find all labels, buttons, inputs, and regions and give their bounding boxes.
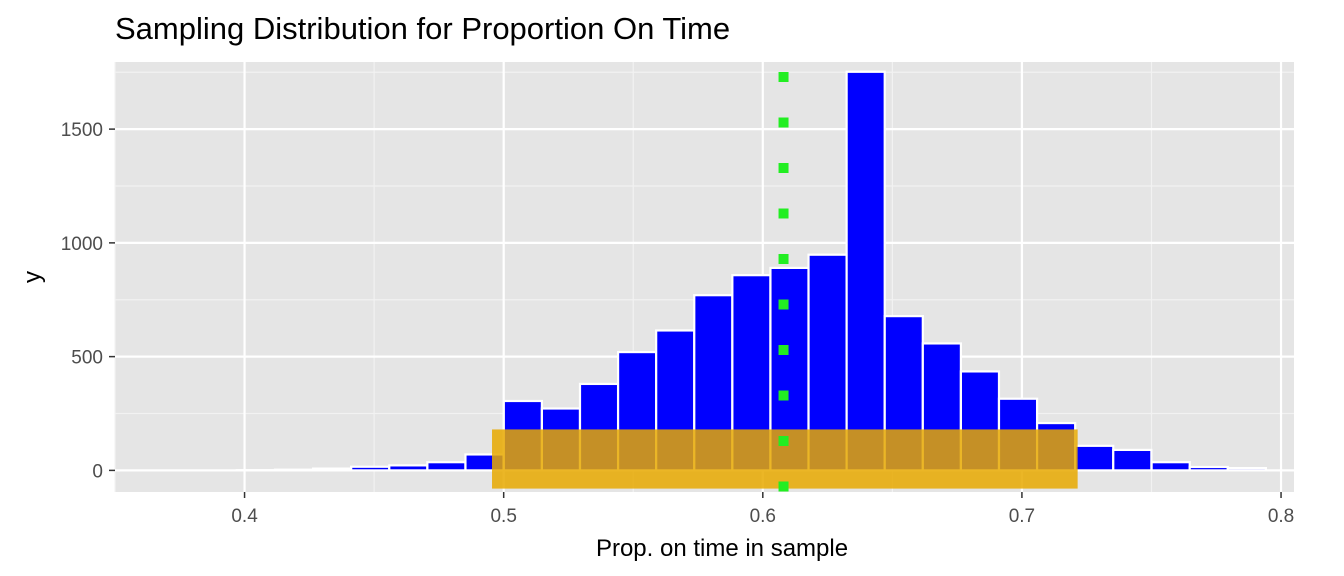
histogram-bar — [1074, 444, 1115, 472]
histogram-bar — [1188, 465, 1229, 472]
y-tick-label: 0 — [92, 461, 103, 482]
histogram-bar — [311, 467, 353, 472]
chart-title: Sampling Distribution for Proportion On … — [115, 11, 730, 46]
x-tick-label: 0.7 — [1009, 506, 1035, 527]
x-axis-title: Prop. on time in sample — [596, 535, 848, 562]
histogram-bar — [273, 468, 315, 472]
histogram-bar — [1112, 448, 1153, 472]
y-axis-title: y — [19, 271, 46, 283]
y-tick-label: 500 — [71, 348, 103, 369]
histogram-bar — [388, 464, 429, 472]
histogram-bar — [1150, 461, 1191, 472]
x-tick-label: 0.5 — [490, 506, 516, 527]
y-tick-label: 1500 — [61, 120, 103, 141]
x-tick-label: 0.8 — [1268, 506, 1294, 527]
histogram-bar — [1226, 467, 1267, 472]
y-tick-label: 1000 — [61, 234, 103, 255]
histogram-bar — [426, 461, 467, 472]
x-tick-label: 0.4 — [231, 506, 258, 527]
histogram-bar — [845, 70, 886, 472]
y-axis: 0 500 1000 1500 — [61, 120, 115, 482]
histogram-bar — [350, 465, 391, 472]
x-tick-label: 0.6 — [750, 506, 776, 527]
x-axis: 0.4 0.5 0.6 0.7 0.8 — [231, 492, 1294, 527]
